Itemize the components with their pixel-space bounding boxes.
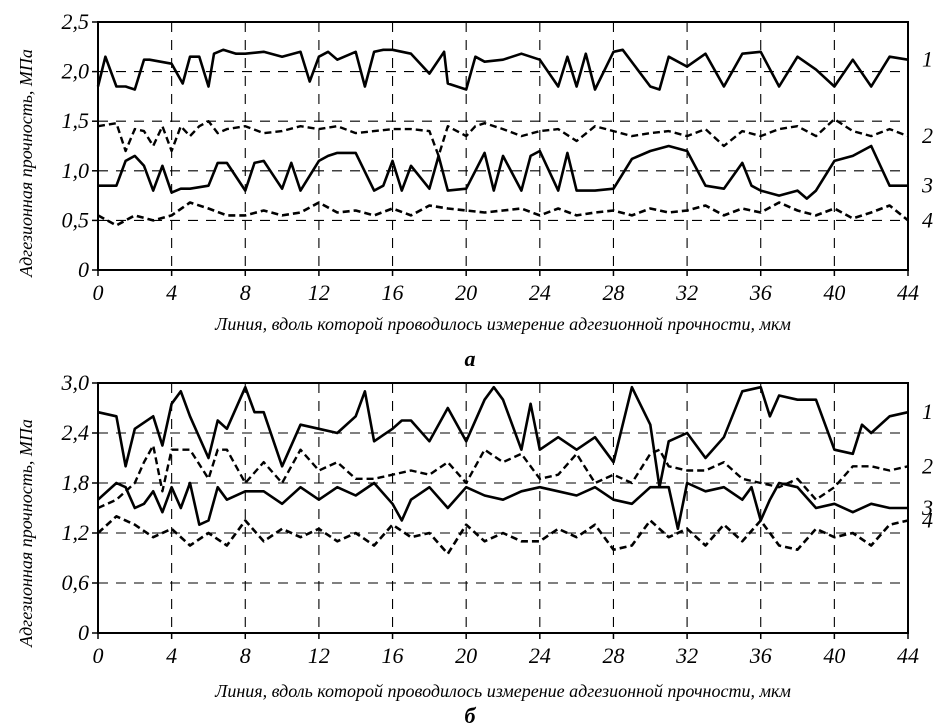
x-tick-label: 4 (166, 280, 177, 305)
x-tick-label: 28 (602, 643, 624, 668)
x-tick-label: 8 (240, 280, 251, 305)
x-tick-label: 8 (240, 643, 251, 668)
x-tick-label: 16 (382, 280, 404, 305)
series-line-4 (97, 201, 909, 227)
series-label-1: 1 (922, 47, 933, 72)
x-tick-label: 40 (823, 643, 845, 668)
x-tick-label: 20 (455, 643, 477, 668)
series-label-4: 4 (922, 207, 933, 232)
y-axis-label-a: Адгезионная прочность, МПа (16, 49, 36, 278)
x-axis-label-a: Линия, вдоль которой проводилось измерен… (214, 314, 791, 334)
x-tick-label: 0 (93, 280, 104, 305)
x-tick-label: 4 (166, 643, 177, 668)
y-tick-label: 1,0 (62, 158, 90, 183)
x-tick-label: 12 (308, 280, 330, 305)
x-tick-label: 12 (308, 643, 330, 668)
x-axis-label-b: Линия, вдоль которой проводилось измерен… (214, 681, 791, 701)
chart-caption-b: б (465, 703, 477, 727)
series-label-2: 2 (922, 123, 933, 148)
y-tick-label: 2,0 (62, 59, 90, 84)
x-tick-label: 20 (455, 280, 477, 305)
y-tick-label: 1,2 (62, 520, 90, 545)
series-label-3: 3 (921, 495, 933, 520)
y-axis-label-b: Адгезионная прочность, МПа (16, 419, 36, 648)
x-tick-label: 36 (749, 643, 772, 668)
plot-frame (97, 21, 909, 271)
series-line-3 (97, 481, 908, 531)
x-tick-label: 0 (93, 643, 104, 668)
series-line-2 (97, 117, 909, 158)
x-tick-label: 44 (897, 643, 919, 668)
series-label-3: 3 (921, 173, 933, 198)
x-tick-label: 36 (749, 280, 772, 305)
series-line-2 (97, 444, 909, 510)
series-label-4: 4 (922, 508, 933, 533)
x-tick-label: 28 (602, 280, 624, 305)
x-tick-label: 40 (823, 280, 845, 305)
y-tick-label: 2,5 (62, 9, 90, 34)
x-tick-label: 44 (897, 280, 919, 305)
y-tick-label: 0 (78, 620, 89, 645)
y-tick-label: 0,6 (62, 570, 90, 595)
chart-caption-a: а (465, 346, 476, 371)
y-tick-label: 0 (78, 257, 89, 282)
y-tick-label: 2,4 (62, 420, 90, 445)
y-tick-label: 1,5 (62, 108, 90, 133)
chart-b: 00,61,21,82,43,00 4 8 12 16 20 24 28 32 36 40 44123… (61, 370, 933, 668)
series-label-2: 2 (922, 453, 933, 478)
x-tick-label: 24 (529, 280, 551, 305)
x-tick-label: 16 (382, 643, 404, 668)
series-line-1 (96, 48, 909, 91)
x-tick-label: 32 (675, 643, 698, 668)
series-line-3 (98, 144, 908, 200)
series-label-1: 1 (922, 399, 933, 424)
y-tick-label: 0,5 (62, 207, 90, 232)
x-tick-label: 32 (675, 280, 698, 305)
y-tick-label: 3,0 (61, 370, 90, 395)
series-line-1 (97, 385, 909, 489)
chart-a: 00,51,01,52,02,50 4 8 12 16 20 24 28 32 36 40 44123… (62, 9, 933, 305)
y-tick-label: 1,8 (62, 470, 90, 495)
x-tick-label: 24 (529, 643, 551, 668)
series-line-4 (97, 514, 909, 556)
